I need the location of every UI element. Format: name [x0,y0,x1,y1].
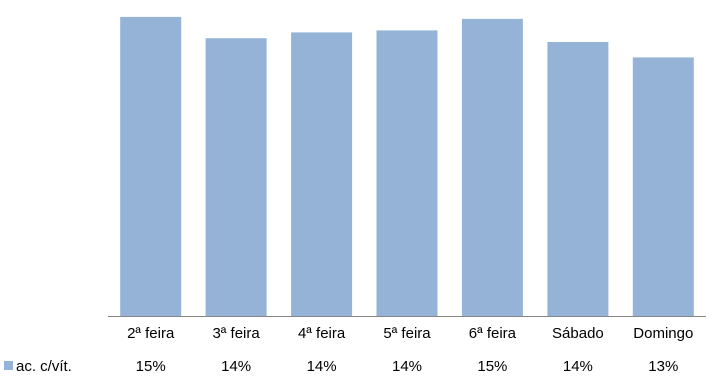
data-table-value: 13% [648,358,678,375]
bars-group [120,16,694,317]
bar-2 [205,38,267,316]
x-tick-label: Domingo [633,325,693,342]
x-tick-label: 3ª feira [212,325,260,342]
x-tick-label: Sábado [552,325,604,342]
data-table-value: 14% [392,358,422,375]
x-tick-label: 6ª feira [469,325,517,342]
bar-1 [120,16,182,317]
bar-5 [461,18,523,317]
data-table-values: 15% 14% 14% 14% 15% 14% 13% [136,358,679,375]
data-table-value: 14% [221,358,251,375]
x-tick-label: 4ª feira [298,325,346,342]
bar-6 [547,42,609,316]
data-table-legend: ac. c/vít. [4,358,72,375]
bar-7 [632,57,694,317]
data-table-value: 14% [307,358,337,375]
x-tick-label: 5ª feira [383,325,431,342]
data-table-value: 14% [563,358,593,375]
data-table-value: 15% [136,358,166,375]
bar-4 [376,30,438,317]
data-table-value: 15% [477,358,507,375]
legend-series-name: ac. c/vít. [16,358,72,375]
x-tick-label: 2ª feira [127,325,175,342]
category-ticks: 2ª feira 3ª feira 4ª feira 5ª feira 6ª feira… [127,325,693,342]
legend-key [4,361,13,370]
bar-3 [291,32,353,317]
